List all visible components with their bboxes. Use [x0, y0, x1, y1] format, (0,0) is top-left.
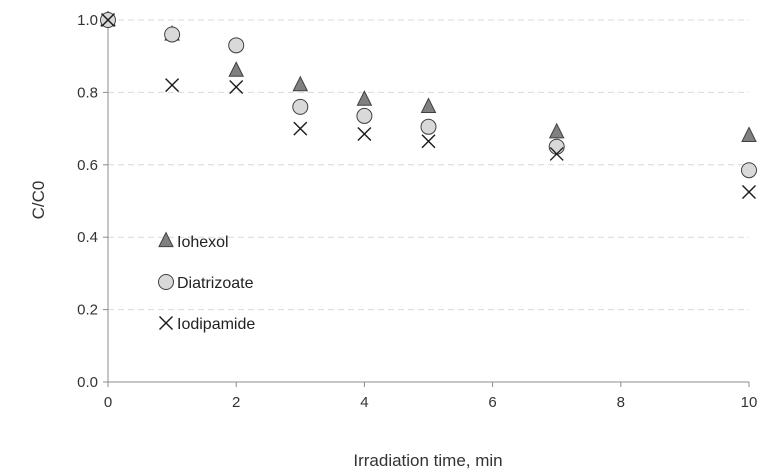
legend-label-diatrizoate: Diatrizoate: [177, 275, 254, 292]
legend-marker-iohexol: [158, 231, 174, 248]
x-tick-label-2: 4: [360, 394, 368, 411]
point-iohexol-2: [228, 61, 245, 77]
legend-marker-diatrizoate: [158, 274, 174, 290]
x-tick-label-3: 6: [488, 394, 496, 411]
legend-marker-iodipamide: [159, 316, 173, 330]
point-iodipamide-2: [229, 79, 244, 94]
legend-label-iohexol: Iohexol: [177, 234, 229, 251]
legend-item-iohexol: Iohexol: [158, 231, 229, 251]
point-diatrizoate-5: [420, 118, 437, 135]
series-iodipamide: [101, 13, 756, 199]
point-diatrizoate-4: [356, 107, 373, 124]
point-diatrizoate-3: [292, 98, 309, 115]
y-tick-label-2: 0.4: [77, 229, 98, 246]
axes: [107, 20, 749, 383]
point-iodipamide-5: [421, 134, 436, 149]
point-iohexol-6: [548, 122, 565, 139]
data-points: [100, 10, 757, 199]
series-diatrizoate: [100, 12, 757, 179]
point-iodipamide-4: [357, 127, 372, 142]
point-diatrizoate-6: [548, 138, 565, 155]
point-diatrizoate-1: [164, 26, 181, 43]
x-tick-label-5: 10: [741, 394, 758, 411]
x-ticks: 0 2 4 6 8 10: [104, 382, 758, 411]
point-iohexol-5: [420, 97, 437, 113]
y-tick-label-4: 0.8: [77, 84, 98, 101]
point-iodipamide-6: [549, 146, 564, 161]
grid-lines: [108, 19, 749, 311]
y-tick-label-5: 1.0: [77, 12, 98, 29]
legend: Iohexol Diatrizoate Iodipamide: [158, 231, 255, 333]
point-iodipamide-1: [165, 78, 180, 93]
point-diatrizoate-2: [228, 37, 245, 54]
y-tick-label-1: 0.2: [77, 302, 98, 319]
y-ticks: 0.0 0.2 0.4 0.6 0.8 1.0: [77, 12, 108, 391]
x-axis-title: Irradiation time, min: [353, 451, 502, 470]
legend-label-iodipamide: Iodipamide: [177, 316, 255, 333]
x-tick-label-0: 0: [104, 394, 112, 411]
point-diatrizoate-7: [741, 162, 757, 179]
legend-item-diatrizoate: Diatrizoate: [158, 274, 254, 292]
point-iodipamide-0: [101, 13, 115, 27]
point-iohexol-7: [741, 126, 757, 142]
y-axis-title: C/C0: [29, 181, 48, 220]
legend-item-iodipamide: Iodipamide: [159, 316, 255, 333]
point-iodipamide-7: [742, 184, 756, 199]
y-tick-label-3: 0.6: [77, 157, 98, 174]
x-tick-label-1: 2: [232, 394, 240, 411]
x-tick-label-4: 8: [617, 394, 625, 411]
point-iohexol-3: [292, 75, 309, 92]
y-tick-label-0: 0.0: [77, 374, 98, 391]
point-iodipamide-3: [293, 121, 308, 136]
point-iohexol-4: [356, 90, 373, 106]
